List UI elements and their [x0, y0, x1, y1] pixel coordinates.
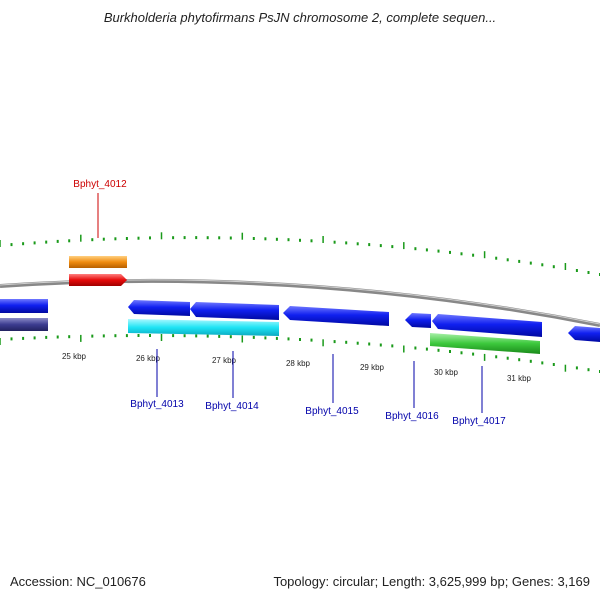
outer-tick-arc — [0, 232, 600, 276]
gene-feature-bphyt-4012[interactable] — [69, 274, 127, 286]
gene-label-bphyt-4017[interactable]: Bphyt_4017 — [452, 416, 506, 427]
cds-feature-bphyt-4015[interactable] — [283, 306, 389, 326]
cds-feature-bphyt-4016[interactable] — [405, 313, 431, 328]
rna-feature[interactable] — [69, 256, 127, 268]
kbp-label: 26 kbp — [136, 354, 161, 363]
green-feature[interactable] — [430, 333, 540, 354]
inner-tick-arc — [0, 334, 600, 373]
gene-label-bphyt-4014[interactable]: Bphyt_4014 — [205, 401, 259, 412]
gene-label-bphyt-4012[interactable]: Bphyt_4012 — [73, 179, 127, 190]
accession-text: Accession: NC_010676 — [10, 574, 146, 589]
gene-label-bphyt-4015[interactable]: Bphyt_4015 — [305, 406, 359, 417]
cds-feature-left[interactable] — [0, 299, 48, 313]
cds-feature-bphyt-4017[interactable] — [432, 314, 542, 337]
topology-summary: Topology: circular; Length: 3,625,999 bp… — [273, 574, 590, 589]
map-title: Burkholderia phytofirmans PsJN chromosom… — [103, 10, 497, 25]
gene-label-bphyt-4013[interactable]: Bphyt_4013 — [130, 399, 184, 410]
kbp-label: 27 kbp — [212, 356, 237, 365]
kbp-label: 31 kbp — [507, 374, 532, 383]
kbp-label: 25 kbp — [62, 352, 87, 361]
cds-feature-right[interactable] — [568, 326, 600, 342]
cds-feature-bphyt-4013[interactable] — [128, 300, 190, 316]
kbp-label: 30 kbp — [434, 368, 459, 377]
kbp-label: 28 kbp — [286, 359, 311, 368]
reverse-feature-left[interactable] — [0, 318, 48, 331]
cyan-feature[interactable] — [128, 319, 279, 336]
cds-feature-bphyt-4014[interactable] — [190, 302, 279, 320]
gene-label-bphyt-4016[interactable]: Bphyt_4016 — [385, 411, 439, 422]
kbp-label: 29 kbp — [360, 363, 385, 372]
